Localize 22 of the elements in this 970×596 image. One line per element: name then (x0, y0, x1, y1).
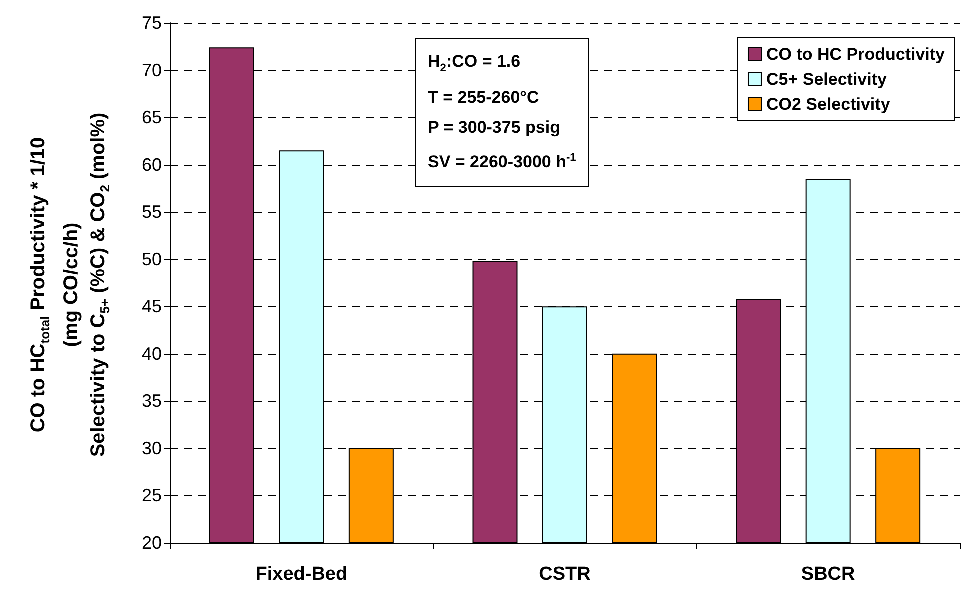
annotation: P = 300-375 psig (428, 118, 560, 138)
x-tick-label: SBCR (801, 564, 856, 585)
y-tick-label: 65 (142, 108, 162, 128)
annotation: SV = 2260-3000 h$^{-1}$ (428, 152, 576, 172)
y-tick-label: 25 (142, 486, 162, 506)
x-tick-label: Fixed-Bed (256, 564, 348, 585)
y-tick-label: 45 (142, 296, 162, 317)
y-tick-label: 20 (142, 533, 162, 553)
legend-label: CO2 Selectivity (766, 95, 891, 114)
legend-label: C5+ Selectivity (766, 70, 888, 89)
annotation: H$_{2}$:CO = 1.6 (428, 52, 521, 74)
y-tick-label: 35 (142, 391, 162, 412)
y-tick-label: 50 (142, 249, 162, 270)
y-tick-label: 55 (142, 202, 162, 222)
legend-label: CO to HC Productivity (766, 45, 946, 64)
y-tick-label: 40 (142, 344, 162, 364)
y-tick-label: 30 (142, 438, 162, 458)
y-tick-label: 75 (142, 13, 162, 33)
y-tick-label: 70 (142, 60, 162, 80)
annotation: T = 255-260°C (428, 88, 540, 108)
y-tick-label: 60 (142, 154, 162, 175)
x-tick-label: CSTR (539, 564, 592, 585)
